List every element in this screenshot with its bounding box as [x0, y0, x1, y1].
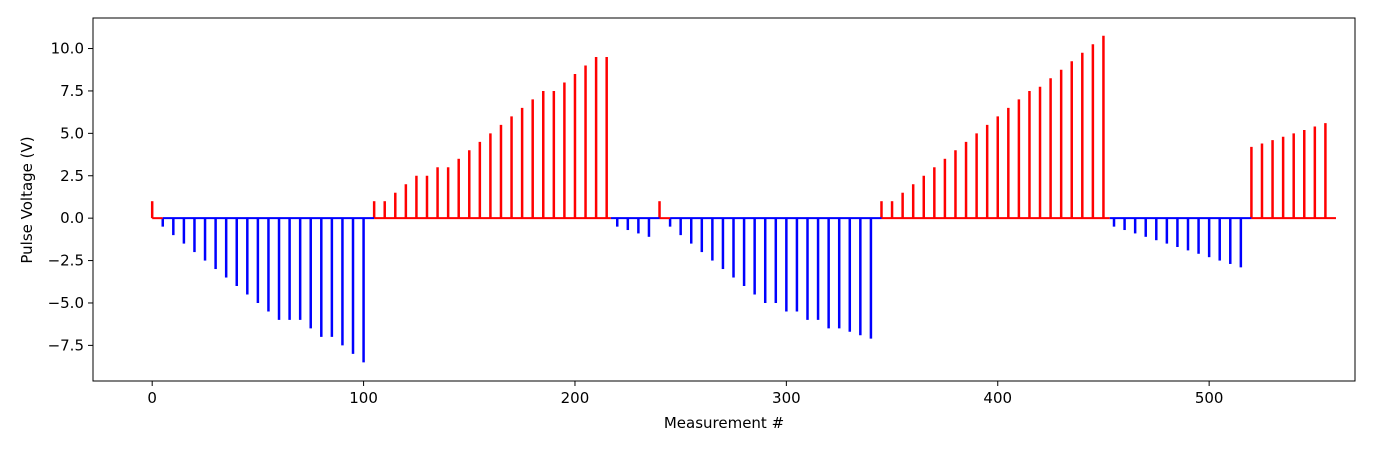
y-tick-label: 10.0 — [51, 40, 84, 58]
y-tick-label: −7.5 — [48, 336, 84, 354]
x-tick-label: 200 — [561, 389, 590, 407]
x-tick-label: 0 — [147, 389, 157, 407]
y-tick-label: −2.5 — [48, 252, 84, 270]
y-tick-label: 5.0 — [60, 124, 84, 142]
y-axis-ticks: −7.5 −5.0 −2.5 0.0 2.5 5.0 7.5 10.0 — [48, 40, 93, 354]
chart-marks — [150, 35, 1336, 363]
y-tick-label: 2.5 — [60, 167, 84, 185]
x-tick-label: 100 — [349, 389, 378, 407]
y-tick-label: −5.0 — [48, 294, 84, 312]
x-tick-label: 300 — [772, 389, 801, 407]
y-axis-label: Pulse Voltage (V) — [18, 136, 36, 263]
y-tick-label: 0.0 — [60, 209, 84, 227]
x-axis-label: Measurement # — [664, 414, 784, 432]
x-tick-label: 400 — [983, 389, 1012, 407]
x-tick-label: 500 — [1195, 389, 1224, 407]
plot-frame — [92, 17, 1356, 382]
x-axis-ticks: 0 100 200 300 400 500 — [147, 381, 1223, 407]
y-tick-label: 7.5 — [60, 82, 84, 100]
